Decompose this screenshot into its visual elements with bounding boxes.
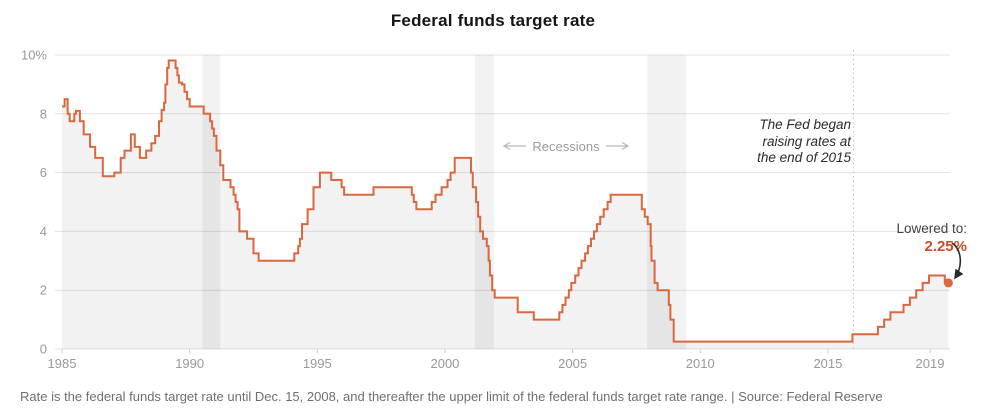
x-axis-label-1985: 1985 xyxy=(48,356,77,371)
chart-title: Federal funds target rate xyxy=(390,11,596,30)
lowered-to-label: Lowered to: xyxy=(896,221,967,236)
current-rate-dot xyxy=(943,278,953,288)
x-axis-label-2010: 2010 xyxy=(686,356,715,371)
recessions-annotation: Recessions xyxy=(500,138,632,154)
x-axis-label-2015: 2015 xyxy=(813,356,842,371)
fed-note-line: The Fed began xyxy=(759,117,851,132)
x-axis-label-1995: 1995 xyxy=(303,356,332,371)
y-axis-label-4: 4 xyxy=(40,224,47,239)
recessions-label: Recessions xyxy=(532,138,600,154)
y-axis-label-2: 2 xyxy=(40,283,47,298)
recession-band-1 xyxy=(202,55,221,349)
fed-note-line: the end of 2015 xyxy=(757,150,851,165)
x-axis-label-2000: 2000 xyxy=(430,356,459,371)
curved-pointer-arrow-icon xyxy=(951,242,964,280)
arrow-right-icon xyxy=(605,141,629,151)
y-axis-label-6: 6 xyxy=(40,165,47,180)
rate-area-fill xyxy=(62,60,949,349)
x-axis-label-2019: 2019 xyxy=(916,356,945,371)
x-axis-label-2005: 2005 xyxy=(558,356,587,371)
y-axis-label-0: 0 xyxy=(40,342,47,357)
fed-note-line: raising rates at xyxy=(762,133,851,149)
recession-band-3 xyxy=(647,55,687,349)
rate-step-line xyxy=(62,59,949,343)
x-axis-label-1990: 1990 xyxy=(175,356,204,371)
lowered-to-annotation: Lowered to: 2.25% xyxy=(817,221,967,255)
y-axis-label-10: 10% xyxy=(21,48,47,63)
y-axis-label-8: 8 xyxy=(40,106,47,121)
arrow-left-icon xyxy=(503,141,527,151)
fed-raising-rates-annotation: The Fed began raising rates at the end o… xyxy=(701,117,851,167)
lowered-to-value: 2.25% xyxy=(924,238,967,255)
source-caption: Rate is the federal funds target rate un… xyxy=(20,389,883,404)
